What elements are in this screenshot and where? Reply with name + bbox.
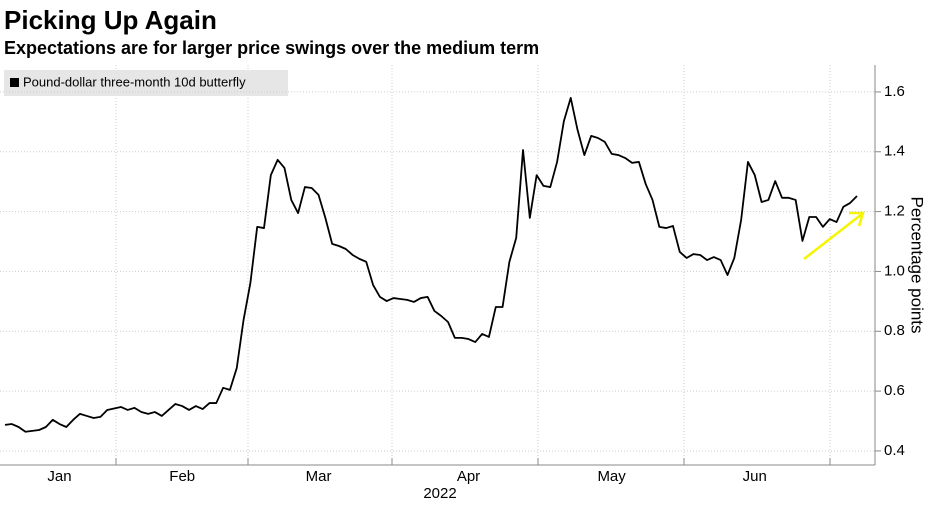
arrow-head — [849, 211, 865, 227]
x-tick-label: Jan — [47, 468, 71, 485]
y-tick-label: 1.2 — [884, 203, 905, 220]
y-tick-label: 0.8 — [884, 322, 905, 339]
line-series — [4, 97, 858, 433]
y-tick-label: 0.4 — [884, 442, 905, 459]
x-tick-marks — [115, 458, 831, 465]
chart-title: Picking Up Again — [4, 5, 217, 35]
x-year-label: 2022 — [423, 485, 456, 502]
y-tick-label: 1.6 — [884, 83, 905, 100]
x-tick-label: Mar — [306, 468, 332, 485]
arrow-shaft — [803, 213, 863, 260]
chart-subtitle: Expectations are for larger price swings… — [4, 38, 539, 58]
y-tick-label: 0.6 — [884, 382, 905, 399]
annotation-arrow — [803, 211, 865, 260]
vertical-grid — [115, 65, 831, 465]
x-tick-label: Feb — [169, 468, 195, 485]
x-tick-label: Apr — [457, 468, 480, 485]
x-tick-label: May — [597, 468, 626, 485]
legend-swatch — [10, 78, 19, 87]
legend-label: Pound-dollar three-month 10d butterfly — [23, 74, 246, 89]
y-tick-label: 1.4 — [884, 143, 905, 160]
y-axis-title: Percentage points — [908, 196, 927, 333]
y-tick-label: 1.0 — [884, 262, 905, 279]
x-tick-label: Jun — [743, 468, 767, 485]
